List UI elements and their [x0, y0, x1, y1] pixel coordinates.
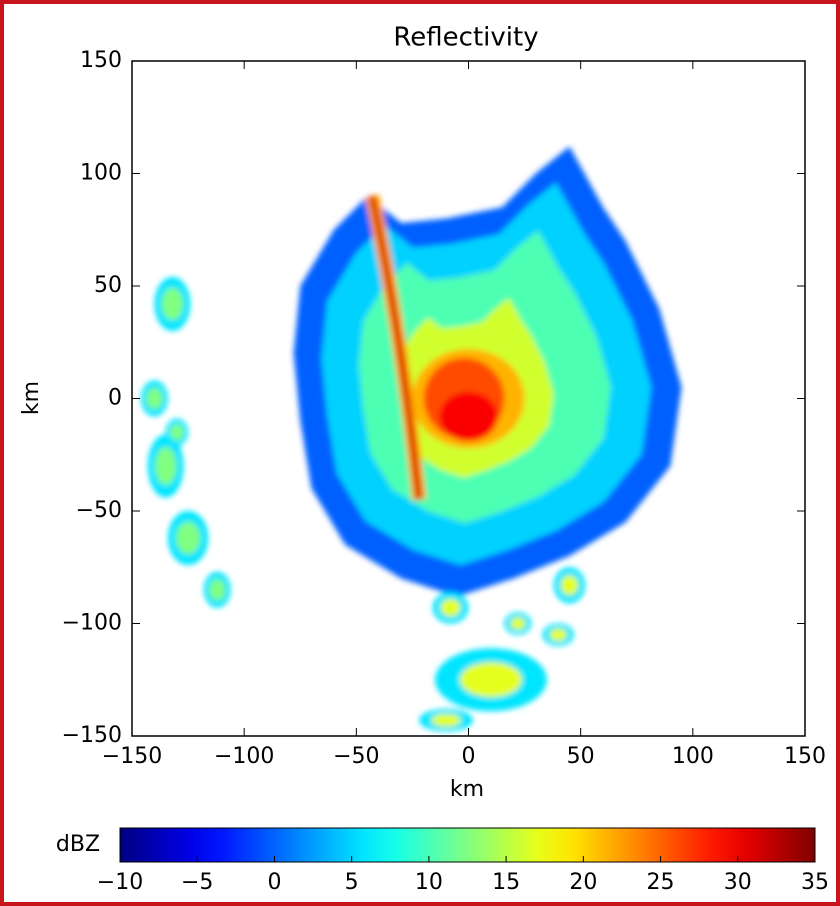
echo-cell — [161, 287, 184, 321]
colorbar-tick-label: 0 — [267, 870, 281, 895]
echo-cell — [440, 599, 461, 617]
x-tick-label: 100 — [672, 744, 714, 769]
colorbar-tick-label: −10 — [97, 870, 143, 895]
echo-cell — [146, 387, 163, 410]
y-tick-label: 0 — [108, 386, 122, 411]
colorbar-tick-label: 5 — [345, 870, 359, 895]
y-tick-label: 50 — [94, 273, 122, 298]
y-tick-label: −150 — [62, 723, 122, 748]
x-tick-label: 0 — [462, 744, 476, 769]
y-tick-label: 150 — [80, 48, 122, 73]
colorbar-tick-label: 25 — [647, 870, 675, 895]
echo-cell — [209, 578, 226, 601]
colorbar — [119, 827, 816, 863]
x-axis-label: km — [450, 777, 484, 802]
echo-cell — [510, 617, 526, 630]
x-tick-label: 50 — [567, 744, 595, 769]
colorbar-tick-label: 30 — [724, 870, 752, 895]
colorbar-tick-label: 15 — [492, 870, 520, 895]
chart: Reflectivity km km dBZ −150 −100 −50 0 50 100… — [19, 23, 829, 896]
y-tick-label: −100 — [62, 611, 122, 636]
y-axis-label: km — [19, 381, 44, 415]
echo-cell — [175, 521, 201, 555]
chart-title: Reflectivity — [393, 23, 538, 53]
colorbar-label: dBZ — [56, 832, 100, 857]
y-tick-label: −50 — [76, 498, 122, 523]
y-tick-label: 100 — [80, 161, 122, 186]
colorbar-tick-label: 35 — [801, 870, 829, 895]
echo-cell — [439, 391, 498, 442]
colorbar-tick-label: 10 — [415, 870, 443, 895]
x-tick-label: 150 — [784, 744, 826, 769]
echo-cell — [549, 628, 567, 641]
colorbar-tick-label: −5 — [181, 870, 213, 895]
colorbar-tick-label: 20 — [569, 870, 597, 895]
echo-cell — [170, 424, 184, 441]
reflectivity-field — [140, 146, 682, 732]
x-tick-label: −150 — [102, 744, 162, 769]
echo-cell — [431, 714, 461, 727]
echo-cell — [460, 662, 522, 698]
x-tick-label: −100 — [214, 744, 274, 769]
x-tick-label: −50 — [333, 744, 379, 769]
echo-cell — [560, 575, 579, 596]
echo-cell — [154, 447, 177, 485]
squall-line — [369, 195, 422, 501]
